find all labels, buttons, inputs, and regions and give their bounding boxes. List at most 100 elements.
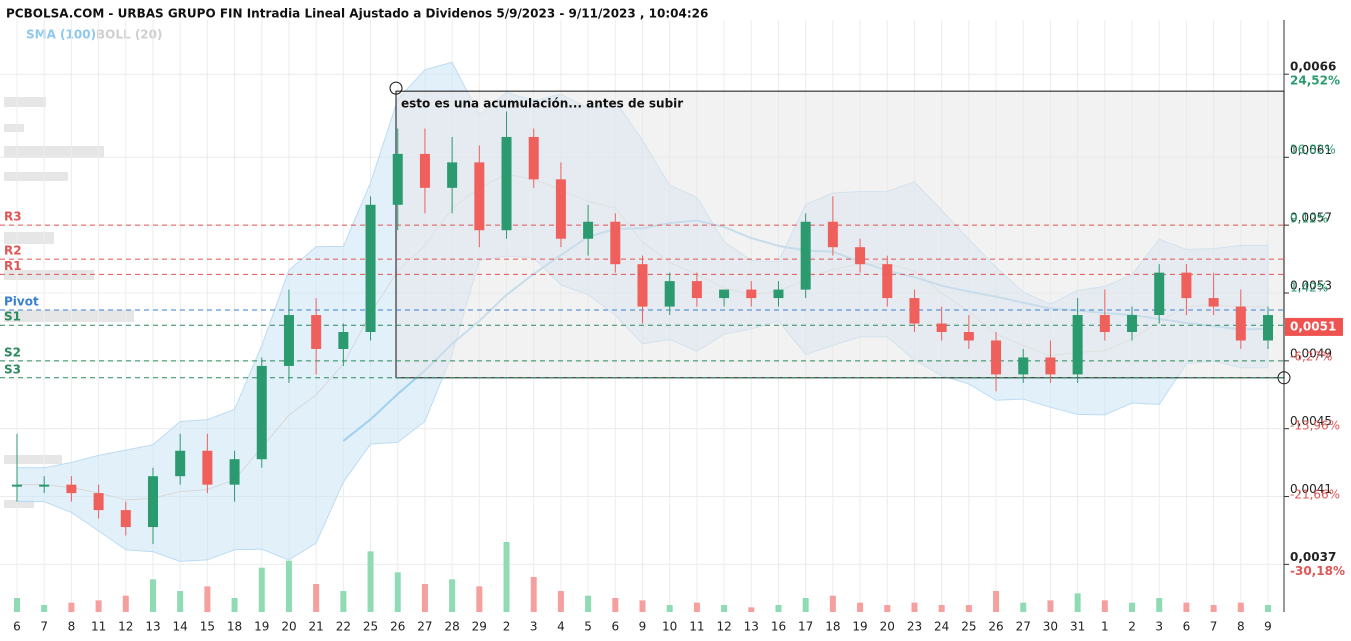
candle-body <box>637 264 648 307</box>
candle-body <box>256 365 267 460</box>
candle-body <box>882 264 893 299</box>
candle-body <box>392 153 403 205</box>
volume-bar <box>1129 602 1136 612</box>
x-tick-label: 6 <box>13 620 21 634</box>
candle-body <box>66 484 77 494</box>
volume-bar <box>1237 602 1244 612</box>
volume-bar <box>449 579 456 612</box>
x-tick-label: 17 <box>798 620 813 634</box>
x-tick-label: 20 <box>281 620 296 634</box>
candle-body <box>283 315 294 366</box>
candle-body <box>719 289 730 299</box>
candle-body <box>610 221 621 265</box>
x-tick-label: 28 <box>444 620 459 634</box>
x-tick-label: 9 <box>1264 620 1272 634</box>
volume-bar <box>829 595 836 612</box>
x-tick-label: 14 <box>173 620 188 634</box>
volume-bar <box>993 591 1000 612</box>
volume-bar <box>721 605 728 612</box>
volume-bar <box>639 600 646 612</box>
y-tick-label: 0,0037 <box>1290 550 1336 564</box>
candle-body <box>1099 315 1110 333</box>
level-label: R2 <box>4 244 22 258</box>
x-tick-label: 1 <box>1101 620 1109 634</box>
x-tick-label: 7 <box>40 620 48 634</box>
x-tick-label: 26 <box>988 620 1003 634</box>
x-tick-label: 16 <box>771 620 786 634</box>
x-tick-label: 18 <box>227 620 242 634</box>
y-tick-label: 0,0057 <box>1290 211 1332 225</box>
volume-bar <box>258 567 265 612</box>
profile-bar <box>4 500 34 508</box>
volume-bar <box>693 602 700 612</box>
volume-bar <box>884 605 891 612</box>
volume-bar <box>476 586 483 612</box>
x-tick-label: 8 <box>1237 620 1245 634</box>
volume-bar <box>421 584 428 612</box>
profile-bar <box>4 172 68 181</box>
x-tick-label: 15 <box>200 620 215 634</box>
x-tick-label: 19 <box>254 620 269 634</box>
level-label: S3 <box>4 362 21 376</box>
volume-bar <box>557 591 564 612</box>
x-tick-label: 6 <box>1183 620 1191 634</box>
volume-bar <box>1047 600 1054 612</box>
x-tick-label: 11 <box>91 620 106 634</box>
volume-bar <box>1020 602 1027 612</box>
profile-bar <box>4 97 46 107</box>
x-tick-label: 30 <box>1043 620 1058 634</box>
volume-bar <box>530 577 537 612</box>
profile-bar <box>4 455 62 464</box>
y-tick-label: 0,0049 <box>1290 346 1332 360</box>
volume-bar <box>666 605 673 612</box>
candle-body <box>1235 306 1246 341</box>
profile-bar <box>4 124 24 132</box>
chart-title: PCBOLSA.COM - URBAS GRUPO FIN Intradia L… <box>6 7 708 21</box>
candle-body <box>419 153 430 188</box>
x-tick-label: 2 <box>1128 620 1136 634</box>
y2-tick-label: -6,27% <box>1290 350 1332 364</box>
y-tick-label: 0,0066 <box>1290 60 1336 74</box>
level-label: R1 <box>4 259 22 273</box>
volume-bar <box>1265 605 1271 612</box>
candle-body <box>583 221 594 239</box>
candle-body <box>555 179 566 239</box>
y2-tick-label: 16,82% <box>1290 143 1336 157</box>
volume-bar <box>68 602 75 612</box>
y-tick-label: 0,0061 <box>1290 143 1332 157</box>
volume-bar <box>313 584 320 612</box>
x-tick-label: 25 <box>961 620 976 634</box>
x-tick-label: 24 <box>934 620 949 634</box>
volume-bar <box>612 598 619 612</box>
candle-body <box>120 510 131 528</box>
y2-tick-label: 24,52% <box>1290 74 1340 88</box>
volume-bar <box>149 579 156 612</box>
x-tick-label: 9 <box>639 620 647 634</box>
x-tick-label: 19 <box>852 620 867 634</box>
volume-bar <box>204 586 211 612</box>
x-tick-label: 27 <box>417 620 432 634</box>
y-tick-label: 0,0053 <box>1290 278 1332 292</box>
volume-bar <box>965 605 972 612</box>
profile-bar <box>4 146 104 158</box>
candle-body <box>501 136 512 231</box>
y2-tick-label: -30,18% <box>1290 564 1345 578</box>
x-tick-label: 12 <box>118 620 133 634</box>
volume-bar <box>177 591 184 612</box>
candle-body <box>1154 272 1165 316</box>
x-tick-label: 27 <box>1016 620 1031 634</box>
candle-body <box>93 493 104 511</box>
annotation-text: esto es una acumulación... antes de subi… <box>401 97 683 111</box>
volume-profile <box>4 97 134 508</box>
x-tick-label: 3 <box>1155 620 1163 634</box>
candle-body <box>39 484 50 487</box>
x-tick-label: 10 <box>662 620 677 634</box>
candle-body <box>855 247 866 265</box>
y2-tick-label: 9,12% <box>1290 212 1328 226</box>
profile-bar <box>4 232 54 244</box>
candle-body <box>1208 298 1219 307</box>
volume-bar <box>857 602 864 612</box>
candle-body <box>1018 357 1029 375</box>
candle-body <box>746 289 757 299</box>
